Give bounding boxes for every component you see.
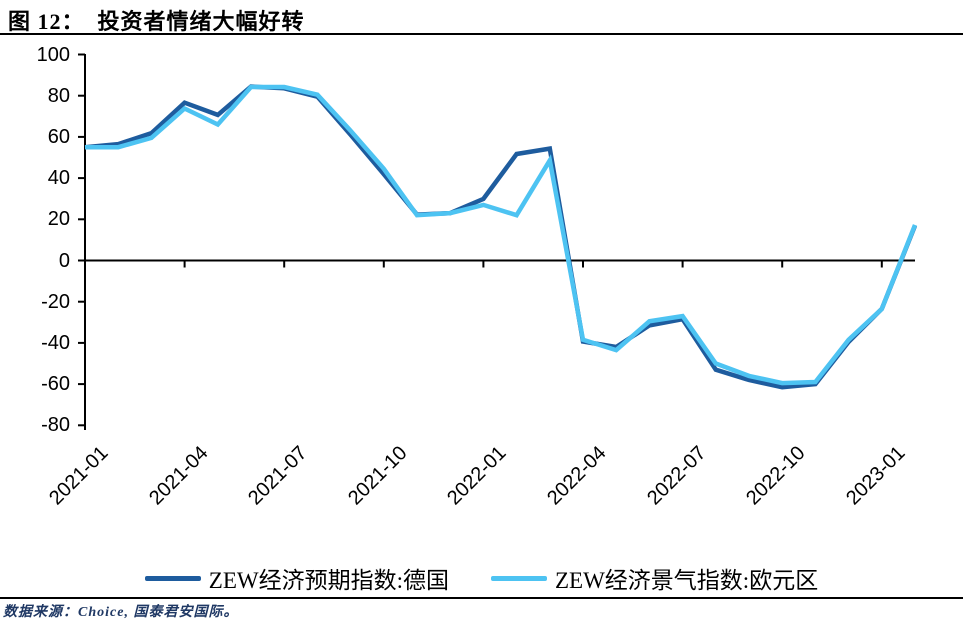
eurozone-series-label: ZEW经济景气指数:欧元区 bbox=[555, 568, 819, 593]
series-line-0 bbox=[84, 84, 918, 390]
y-axis-tick-label: -80 bbox=[41, 414, 70, 437]
title-divider bbox=[0, 33, 963, 35]
figure-title: 图 12： 投资者情绪大幅好转 bbox=[8, 9, 305, 34]
y-axis-tick-label: 40 bbox=[47, 167, 70, 190]
eurozone-series-swatch bbox=[491, 575, 547, 581]
y-axis-tick-label: 60 bbox=[47, 125, 70, 148]
legend-item-eurozone: ZEW经济景气指数:欧元区 bbox=[491, 561, 818, 595]
series-line-1 bbox=[85, 84, 918, 386]
data-source: 数据来源：Choice, 国泰君安国际。 bbox=[3, 605, 239, 620]
y-axis-tick-label: 100 bbox=[36, 43, 70, 66]
y-axis-tick-label: -20 bbox=[41, 290, 70, 313]
y-axis-tick-label: 80 bbox=[47, 84, 70, 107]
germany-series-label: ZEW经济预期指数:德国 bbox=[208, 568, 449, 593]
chart-legend: ZEW经济预期指数:德国 ZEW经济景气指数:欧元区 bbox=[0, 561, 963, 595]
y-axis-tick-label: -40 bbox=[41, 331, 70, 354]
y-axis-tick-label: -60 bbox=[41, 373, 70, 396]
legend-item-germany: ZEW经济预期指数:德国 bbox=[144, 561, 449, 595]
y-axis-tick-label: 20 bbox=[47, 208, 70, 231]
footer-divider bbox=[0, 597, 963, 599]
germany-series-swatch bbox=[144, 575, 201, 581]
y-axis-tick-label: 0 bbox=[58, 249, 70, 272]
